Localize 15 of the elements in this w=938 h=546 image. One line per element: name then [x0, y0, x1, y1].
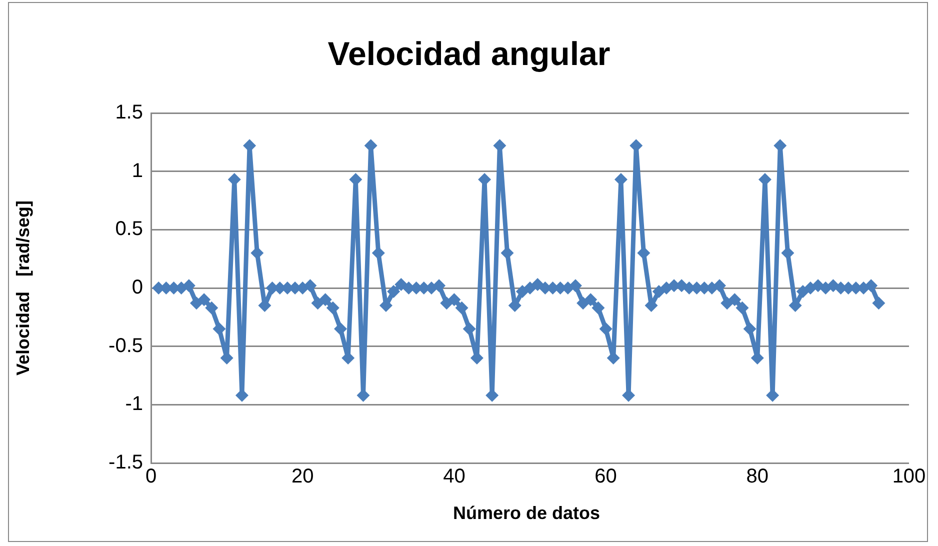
y-tick-label: 1 [132, 160, 143, 182]
y-tick-label: 0.5 [115, 218, 143, 240]
x-tick-label: 40 [443, 466, 466, 488]
y-tick-label: 0 [132, 276, 143, 299]
y-axis-title: Velocidad [rad/seg] [12, 200, 33, 376]
x-axis-title: Número de datos [452, 503, 602, 524]
x-tick-label: 80 [746, 466, 769, 488]
y-tick-label: 1.5 [115, 102, 143, 124]
x-tick-label: 60 [594, 466, 617, 488]
y-tick-label: -1 [125, 393, 143, 416]
y-tick-label: -1.5 [108, 452, 143, 474]
x-tick-label: 100 [892, 466, 926, 488]
chart-title: Velocidad angular [326, 35, 612, 73]
x-tick-label: 20 [291, 466, 314, 488]
y-tick-label: -0.5 [108, 334, 143, 357]
